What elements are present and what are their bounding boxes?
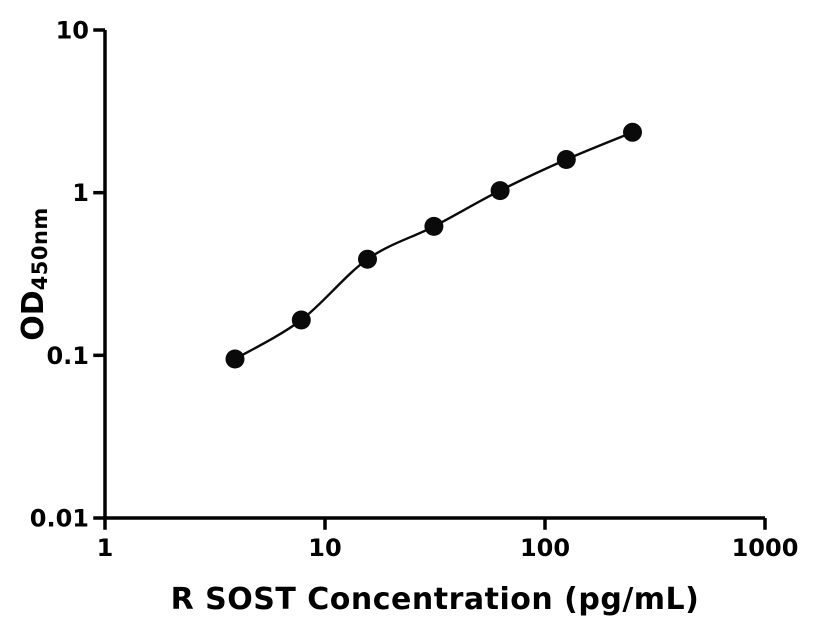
data-point: [623, 122, 642, 142]
y-tick-label: 1: [72, 179, 89, 207]
x-tick-label: 100: [520, 534, 570, 562]
x-tick-label: 1: [97, 534, 114, 562]
x-tick-label: 10: [308, 534, 341, 562]
y-axis-label-main: OD: [16, 290, 51, 341]
data-point: [556, 150, 576, 169]
y-tick-label: 0.1: [46, 342, 89, 370]
y-tick-label: 10: [56, 17, 89, 45]
y-axis-label-subscript: 450nm: [28, 207, 52, 291]
y-axis-label: OD450nm: [12, 164, 56, 384]
data-point: [358, 249, 377, 269]
data-point: [424, 216, 444, 236]
x-axis-label: R SOST Concentration (pg/mL): [170, 582, 700, 617]
x-tick-label: 1000: [732, 534, 799, 562]
y-tick-label: 0.01: [30, 505, 89, 533]
data-point: [291, 310, 311, 330]
data-point: [490, 181, 510, 201]
data-point: [225, 349, 245, 369]
